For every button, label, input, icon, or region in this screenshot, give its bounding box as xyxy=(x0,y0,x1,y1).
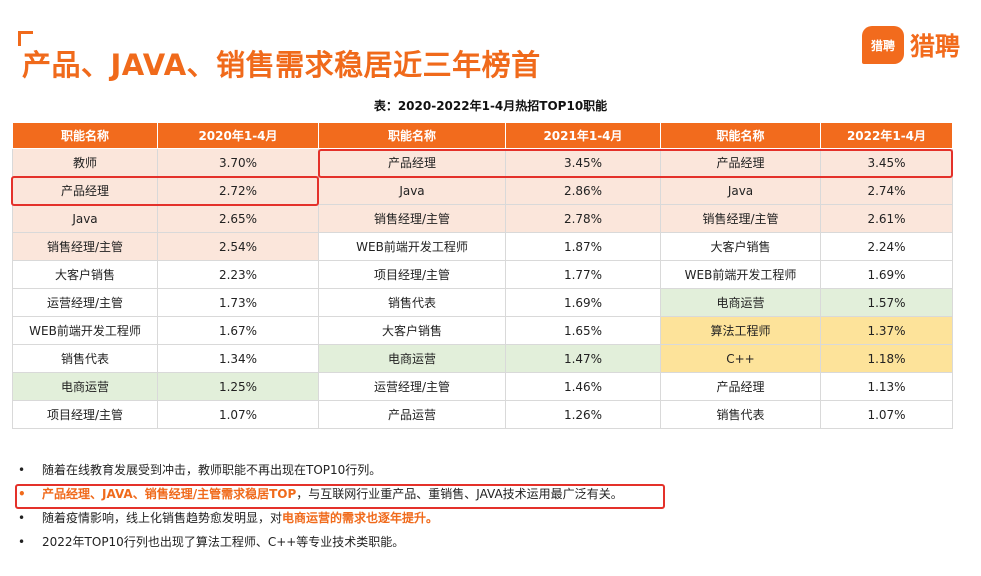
bullet: • xyxy=(18,487,26,501)
notes-list: • 随着在线教育发展受到冲击，教师职能不再出现在TOP10行列。 • 产品经理、… xyxy=(18,458,623,554)
table-row: WEB前端开发工程师 1.67% 大客户销售 1.65% 算法工程师 1.37% xyxy=(12,316,953,345)
cell-role-2021: 项目经理/主管 xyxy=(318,260,506,289)
note-2: • 产品经理、JAVA、销售经理/主管需求稳居TOP，与互联网行业重产品、重销售… xyxy=(18,482,623,506)
cell-share-2020: 2.72% xyxy=(157,176,319,205)
cell-share-2021: 1.77% xyxy=(505,260,661,289)
cell-role-2022: 大客户销售 xyxy=(660,232,821,261)
cell-role-2020: 销售代表 xyxy=(12,344,158,373)
cell-role-2021: 产品运营 xyxy=(318,400,506,429)
cell-role-2022: 电商运营 xyxy=(660,288,821,317)
note-3-text: 随着疫情影响，线上化销售趋势愈发明显，对 xyxy=(42,511,283,525)
cell-share-2020: 1.67% xyxy=(157,316,319,345)
cell-share-2021: 2.86% xyxy=(505,176,661,205)
highlight-box-2020-row2 xyxy=(11,176,319,206)
note-2-emphasis: 产品经理、JAVA、销售经理/主管需求稳居TOP xyxy=(42,487,297,501)
col-header-2020: 2020年1-4月 xyxy=(157,122,319,149)
cell-share-2022: 1.69% xyxy=(820,260,953,289)
cell-role-2022: 产品经理 xyxy=(660,372,821,401)
bullet: • xyxy=(18,535,26,549)
cell-share-2020: 1.73% xyxy=(157,288,319,317)
col-header-role-2022: 职能名称 xyxy=(660,122,821,149)
cell-role-2022: 算法工程师 xyxy=(660,316,821,345)
table-row: 销售代表 1.34% 电商运营 1.47% C++ 1.18% xyxy=(12,344,953,373)
cell-role-2020: 销售经理/主管 xyxy=(12,232,158,261)
cell-share-2020: 2.54% xyxy=(157,232,319,261)
table-row: 运营经理/主管 1.73% 销售代表 1.69% 电商运营 1.57% xyxy=(12,288,953,317)
cell-share-2022: 2.24% xyxy=(820,232,953,261)
cell-role-2022: Java xyxy=(660,176,821,205)
table-row: Java 2.65% 销售经理/主管 2.78% 销售经理/主管 2.61% xyxy=(12,204,953,233)
table-row: 项目经理/主管 1.07% 产品运营 1.26% 销售代表 1.07% xyxy=(12,400,953,429)
highlight-box-note2 xyxy=(15,484,665,509)
cell-share-2021: 1.87% xyxy=(505,232,661,261)
cell-role-2021: 产品经理 xyxy=(318,148,506,177)
logo-text: 猎聘 xyxy=(910,32,961,61)
logo-mark: 猎聘 xyxy=(862,26,904,64)
cell-share-2021: 1.65% xyxy=(505,316,661,345)
cell-share-2021: 2.78% xyxy=(505,204,661,233)
cell-role-2020: 运营经理/主管 xyxy=(12,288,158,317)
note-3: • 随着疫情影响，线上化销售趋势愈发明显，对电商运营的需求也逐年提升。 xyxy=(18,506,623,530)
cell-role-2022: C++ xyxy=(660,344,821,373)
cell-role-2021: WEB前端开发工程师 xyxy=(318,232,506,261)
table-row: 大客户销售 2.23% 项目经理/主管 1.77% WEB前端开发工程师 1.69% xyxy=(12,260,953,289)
cell-role-2021: 大客户销售 xyxy=(318,316,506,345)
cell-share-2022: 1.07% xyxy=(820,400,953,429)
note-4: • 2022年TOP10行列也出现了算法工程师、C++等专业技术类职能。 xyxy=(18,530,623,554)
col-header-role-2020: 职能名称 xyxy=(12,122,158,149)
cell-share-2020: 2.23% xyxy=(157,260,319,289)
cell-share-2020: 2.65% xyxy=(157,204,319,233)
cell-share-2021: 1.69% xyxy=(505,288,661,317)
cell-share-2021: 1.26% xyxy=(505,400,661,429)
cell-share-2021: 3.45% xyxy=(505,148,661,177)
liepin-logo: 猎聘 猎聘 xyxy=(862,26,960,64)
cell-share-2020: 1.25% xyxy=(157,372,319,401)
cell-share-2022: 2.74% xyxy=(820,176,953,205)
note-3-emphasis: 电商运营的需求也逐年提升。 xyxy=(282,511,439,525)
cell-share-2022: 1.13% xyxy=(820,372,953,401)
cell-share-2021: 1.46% xyxy=(505,372,661,401)
cell-role-2021: 销售代表 xyxy=(318,288,506,317)
cell-share-2022: 1.18% xyxy=(820,344,953,373)
note-1-text: 随着在线教育发展受到冲击，教师职能不再出现在TOP10行列。 xyxy=(42,463,382,477)
cell-share-2020: 3.70% xyxy=(157,148,319,177)
col-header-2022: 2022年1-4月 xyxy=(820,122,953,149)
cell-share-2020: 1.34% xyxy=(157,344,319,373)
table-row: 销售经理/主管 2.54% WEB前端开发工程师 1.87% 大客户销售 2.24% xyxy=(12,232,953,261)
cell-role-2020: WEB前端开发工程师 xyxy=(12,316,158,345)
cell-share-2022: 2.61% xyxy=(820,204,953,233)
page-title: 产品、JAVA、销售需求稳居近三年榜首 xyxy=(22,48,541,82)
cell-role-2020: 电商运营 xyxy=(12,372,158,401)
cell-role-2022: WEB前端开发工程师 xyxy=(660,260,821,289)
cell-role-2021: 销售经理/主管 xyxy=(318,204,506,233)
col-header-role-2021: 职能名称 xyxy=(318,122,506,149)
bullet: • xyxy=(18,511,26,525)
col-header-2021: 2021年1-4月 xyxy=(505,122,661,149)
table-header-row: 职能名称 2020年1-4月 职能名称 2021年1-4月 职能名称 2022年… xyxy=(12,122,953,149)
top10-table: 职能名称 2020年1-4月 职能名称 2021年1-4月 职能名称 2022年… xyxy=(12,122,953,429)
cell-share-2021: 1.47% xyxy=(505,344,661,373)
bullet: • xyxy=(18,463,26,477)
cell-role-2022: 销售经理/主管 xyxy=(660,204,821,233)
cell-role-2020: 教师 xyxy=(12,148,158,177)
cell-share-2022: 1.37% xyxy=(820,316,953,345)
note-2-text: ，与互联网行业重产品、重销售、JAVA技术运用最广泛有关。 xyxy=(296,487,623,501)
table-caption: 表：2020-2022年1-4月热招TOP10职能 xyxy=(373,99,608,113)
cell-role-2022: 销售代表 xyxy=(660,400,821,429)
cell-role-2021: Java xyxy=(318,176,506,205)
title-corner-mark xyxy=(18,31,33,46)
cell-share-2022: 1.57% xyxy=(820,288,953,317)
cell-role-2020: Java xyxy=(12,204,158,233)
cell-role-2022: 产品经理 xyxy=(660,148,821,177)
table-row: 教师 3.70% 产品经理 3.45% 产品经理 3.45% xyxy=(12,148,953,177)
cell-role-2021: 电商运营 xyxy=(318,344,506,373)
highlight-box-2021-2022-row1 xyxy=(318,149,953,178)
note-4-text: 2022年TOP10行列也出现了算法工程师、C++等专业技术类职能。 xyxy=(42,535,405,549)
cell-role-2020: 大客户销售 xyxy=(12,260,158,289)
cell-role-2021: 运营经理/主管 xyxy=(318,372,506,401)
note-1: • 随着在线教育发展受到冲击，教师职能不再出现在TOP10行列。 xyxy=(18,458,623,482)
cell-share-2020: 1.07% xyxy=(157,400,319,429)
table-row: 电商运营 1.25% 运营经理/主管 1.46% 产品经理 1.13% xyxy=(12,372,953,401)
cell-role-2020: 项目经理/主管 xyxy=(12,400,158,429)
